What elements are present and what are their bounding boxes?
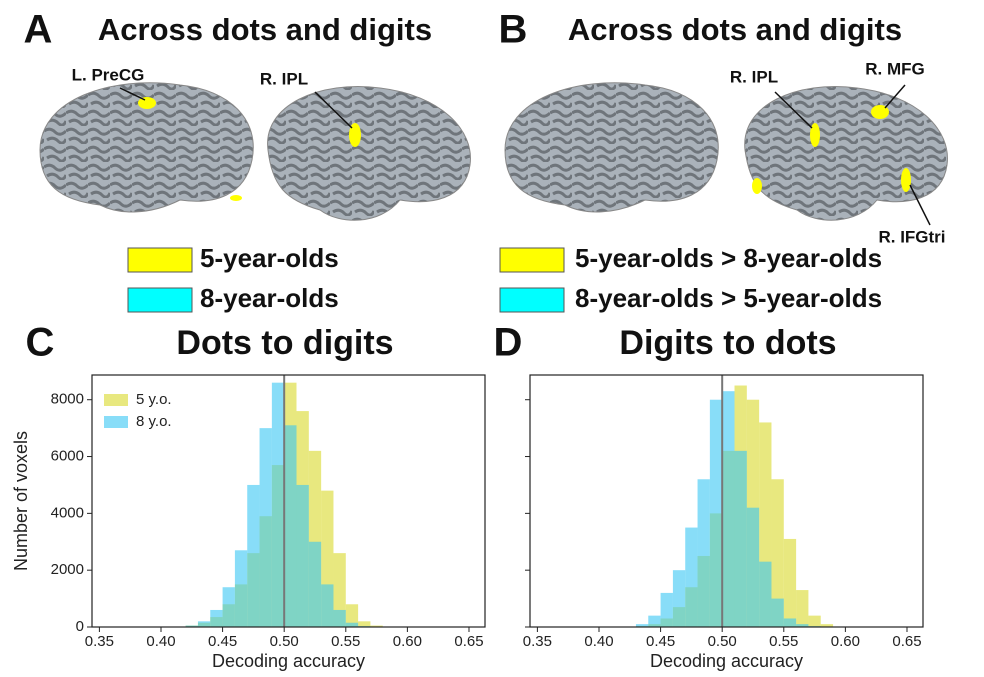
legend-label: 8-year-olds xyxy=(200,283,339,313)
legend-label: 5 y.o. xyxy=(136,391,172,408)
chart-title: Dots to digits xyxy=(176,324,393,362)
histogram-bar xyxy=(297,485,309,627)
histogram-bar xyxy=(784,539,796,627)
x-tick-label: 0.45 xyxy=(646,633,675,650)
histogram-bar xyxy=(685,528,697,627)
legend-label: 5-year-olds xyxy=(200,243,339,273)
histogram-bar xyxy=(796,590,808,627)
legend-label: 8 y.o. xyxy=(136,413,172,430)
histogram-bar xyxy=(247,485,259,627)
histogram-bar xyxy=(747,508,759,627)
x-axis-label: Decoding accuracy xyxy=(212,651,365,671)
histogram-bar xyxy=(735,451,747,627)
panel-letter: A xyxy=(24,8,53,52)
legend-swatch xyxy=(104,394,128,406)
histogram-bar xyxy=(698,479,710,627)
histogram-bar xyxy=(321,584,333,627)
histogram-bar xyxy=(784,618,796,627)
panel-title: Across dots and digits xyxy=(568,12,902,47)
annotation: R. IFGtri xyxy=(878,227,945,246)
annotation: R. IPL xyxy=(730,67,778,86)
chart-title: Digits to dots xyxy=(619,324,836,362)
x-tick-label: 0.55 xyxy=(331,633,360,650)
x-tick-label: 0.60 xyxy=(831,633,860,650)
y-tick-label: 0 xyxy=(76,618,84,635)
y-tick-label: 6000 xyxy=(51,448,84,465)
y-tick-label: 4000 xyxy=(51,504,84,521)
x-tick-label: 0.65 xyxy=(892,633,921,650)
x-tick-label: 0.55 xyxy=(769,633,798,650)
histogram-bar xyxy=(759,562,771,627)
histogram-bar xyxy=(260,428,272,627)
annotation: R. MFG xyxy=(865,59,925,78)
panel-title: Across dots and digits xyxy=(98,12,432,47)
panel-letter: C xyxy=(26,321,55,365)
histogram-bar xyxy=(272,383,284,627)
histogram-bar xyxy=(333,610,345,627)
y-tick-label: 8000 xyxy=(51,391,84,408)
legend-label: 5-year-olds > 8-year-olds xyxy=(575,243,882,273)
x-tick-label: 0.40 xyxy=(146,633,175,650)
y-axis-label: Number of voxels xyxy=(11,431,31,571)
histogram-bar xyxy=(210,610,222,627)
histogram-bar xyxy=(710,400,722,627)
legend-swatch xyxy=(128,248,192,272)
histogram-bar xyxy=(771,599,783,627)
histogram-bar xyxy=(198,621,210,627)
legend-swatch xyxy=(104,416,128,428)
histogram-bar xyxy=(223,587,235,627)
histogram-bar xyxy=(722,391,734,627)
x-tick-label: 0.35 xyxy=(85,633,114,650)
histogram-bar xyxy=(284,425,296,627)
x-tick-label: 0.45 xyxy=(208,633,237,650)
legend-swatch xyxy=(500,248,564,272)
panel-letter: B xyxy=(499,8,528,52)
x-tick-label: 0.40 xyxy=(584,633,613,650)
histogram-bar xyxy=(309,542,321,627)
histogram-bar xyxy=(673,570,685,627)
x-tick-label: 0.50 xyxy=(708,633,737,650)
x-tick-label: 0.65 xyxy=(454,633,483,650)
histogram-bar xyxy=(235,550,247,627)
legend-swatch xyxy=(128,288,192,312)
histogram-bar xyxy=(346,623,358,627)
histogram-bar xyxy=(661,593,673,627)
brain-images xyxy=(40,83,947,225)
annotation: R. IPL xyxy=(260,69,308,88)
x-tick-label: 0.60 xyxy=(393,633,422,650)
figure: A Across dots and digits L. PreCG R. IPL 5-y… xyxy=(0,0,984,677)
annotation: L. PreCG xyxy=(72,65,145,84)
x-axis-label: Decoding accuracy xyxy=(650,651,803,671)
y-tick-label: 2000 xyxy=(51,561,84,578)
x-tick-label: 0.50 xyxy=(270,633,299,650)
panel-letter: D xyxy=(494,321,523,365)
legend-swatch xyxy=(500,288,564,312)
histogram-bar xyxy=(648,616,660,627)
x-tick-label: 0.35 xyxy=(523,633,552,650)
histogram-bar xyxy=(808,616,820,627)
legend-label: 8-year-olds > 5-year-olds xyxy=(575,283,882,313)
